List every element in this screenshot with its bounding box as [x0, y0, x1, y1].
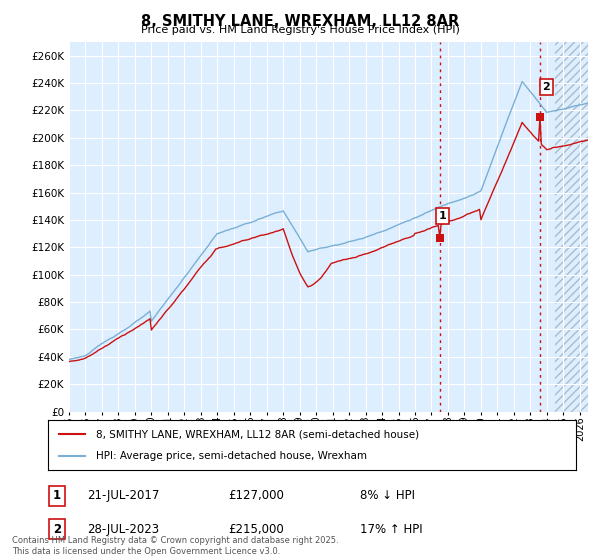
Text: 28-JUL-2023: 28-JUL-2023	[87, 522, 159, 536]
Text: 1: 1	[439, 211, 447, 221]
Bar	[555, 42, 588, 412]
Text: 17% ↑ HPI: 17% ↑ HPI	[360, 522, 422, 536]
Text: 8% ↓ HPI: 8% ↓ HPI	[360, 489, 415, 502]
Text: £127,000: £127,000	[228, 489, 284, 502]
Text: 8, SMITHY LANE, WREXHAM, LL12 8AR: 8, SMITHY LANE, WREXHAM, LL12 8AR	[141, 14, 459, 29]
Text: Price paid vs. HM Land Registry's House Price Index (HPI): Price paid vs. HM Land Registry's House …	[140, 25, 460, 35]
Text: 2: 2	[53, 522, 61, 536]
Text: HPI: Average price, semi-detached house, Wrexham: HPI: Average price, semi-detached house,…	[95, 451, 367, 461]
Text: 21-JUL-2017: 21-JUL-2017	[87, 489, 160, 502]
Text: £215,000: £215,000	[228, 522, 284, 536]
Text: Contains HM Land Registry data © Crown copyright and database right 2025.
This d: Contains HM Land Registry data © Crown c…	[12, 536, 338, 556]
Text: 1: 1	[53, 489, 61, 502]
Text: 8, SMITHY LANE, WREXHAM, LL12 8AR (semi-detached house): 8, SMITHY LANE, WREXHAM, LL12 8AR (semi-…	[95, 429, 419, 439]
Text: 2: 2	[542, 82, 550, 92]
